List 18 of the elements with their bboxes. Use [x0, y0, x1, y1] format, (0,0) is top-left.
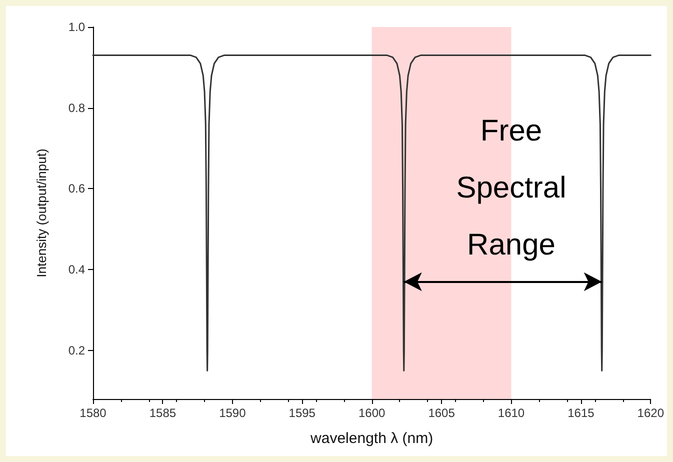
x-tick-label: 1595 [288, 406, 316, 420]
y-tick-label: 0.8 [68, 100, 86, 115]
line-series [92, 54, 652, 372]
x-tick-label: 1605 [428, 406, 456, 420]
x-axis-title: wavelength λ (nm) [310, 430, 434, 447]
x-tick-label: 1600 [358, 406, 386, 420]
x-tick-label: 1580 [80, 406, 107, 420]
y-tick-label: 0.4 [68, 262, 86, 277]
x-tick-label: 1615 [568, 406, 595, 420]
y-tick-label: 0.6 [68, 182, 86, 196]
y-axis-title: Intensity (output/input) [34, 148, 49, 278]
x-tick-label: 1585 [149, 406, 176, 420]
x-tick-label: 1620 [637, 406, 664, 420]
x-tick-label: 1610 [498, 406, 525, 420]
annotation: Free Spectral Range [456, 114, 566, 262]
x-tick-label: 1590 [219, 406, 246, 420]
y-tick-label: 0.2 [68, 343, 86, 358]
y-tick-label: 1.0 [68, 20, 86, 34]
